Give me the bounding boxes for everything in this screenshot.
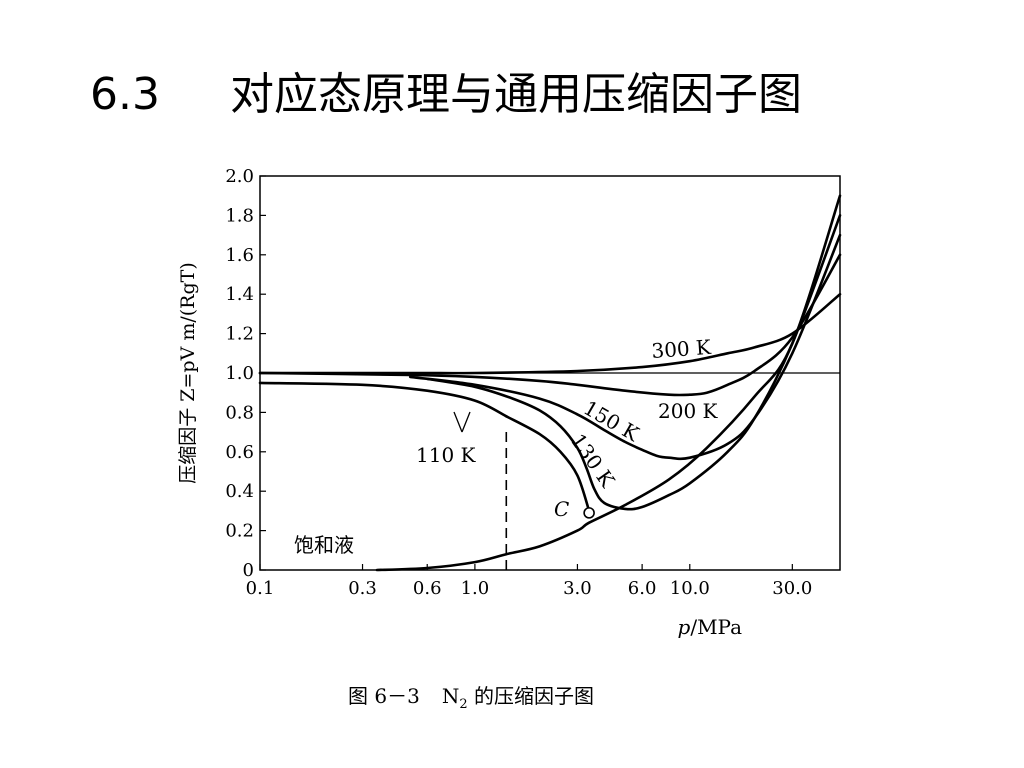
x-tick-label: 1.0 <box>461 578 490 599</box>
compressibility-chart: 0 0.2 0.4 0.6 0.8 1.0 1.2 1.4 1.6 1.8 2.0 0.1 0.3 0.6… <box>177 166 842 639</box>
x-tick-label: 0.6 <box>413 578 442 599</box>
x-tick-label: 0.1 <box>246 578 275 599</box>
y-tick-label: 1.4 <box>225 284 254 305</box>
annotation-sat: 饱和液 <box>294 533 354 557</box>
y-tick-label: 0.8 <box>225 402 254 423</box>
y-tick-label: 0.4 <box>225 481 254 502</box>
curve-110k <box>258 381 508 418</box>
annotation-c: C <box>554 497 569 521</box>
curve-200k <box>258 253 842 397</box>
annotation-200: 200 K <box>658 399 719 423</box>
caption-suffix: 的压缩因子图 <box>467 684 594 708</box>
critical-point-marker <box>583 507 595 519</box>
y-tick-label: 1.2 <box>225 324 254 345</box>
x-tick-label: 6.0 <box>628 578 657 599</box>
figure-caption: 图 6－3 N2 的压缩因子图 <box>348 680 594 712</box>
curve-300k <box>258 292 842 375</box>
caption-prefix: 图 6－3 <box>348 684 420 708</box>
x-tick-label: 3.0 <box>563 578 592 599</box>
y-tick-label: 1.8 <box>225 205 254 226</box>
y-tick-label: 1.0 <box>225 363 254 384</box>
curve-130k <box>425 214 842 511</box>
y-tick-label: 0 <box>243 560 254 581</box>
x-tick-label: 30.0 <box>772 578 812 599</box>
y-tick-label: 0.2 <box>225 521 254 542</box>
slide-title: 6.3 对应态原理与通用压缩因子图 <box>90 58 802 122</box>
x-tick-label: 0.3 <box>348 578 377 599</box>
y-tick-label: 0.6 <box>225 442 254 463</box>
curve-boundary-5 <box>505 415 591 513</box>
axes: 0 0.2 0.4 0.6 0.8 1.0 1.2 1.4 1.6 1.8 2.0 0.1 0.3 0.6… <box>177 166 841 639</box>
x-tick-label: 10.0 <box>670 578 710 599</box>
y-tick-label: 2.0 <box>225 166 254 187</box>
curve-boundary-6 <box>375 194 842 572</box>
annotation-300: 300 K <box>651 335 713 363</box>
caption-n: N <box>441 684 460 708</box>
x-axis-label: p/MPa <box>678 615 743 639</box>
title-text: 对应态原理与通用压缩因子图 <box>230 69 802 120</box>
caption-sub: 2 <box>459 697 468 712</box>
curves <box>258 194 842 572</box>
title-number: 6.3 <box>90 69 160 120</box>
annotation-110: 110 K <box>416 443 477 467</box>
y-axis-label: 压缩因子 Z=pV m/(RgT) <box>177 262 199 483</box>
y-tick-label: 1.6 <box>225 245 254 266</box>
pointer-110k <box>453 411 471 433</box>
